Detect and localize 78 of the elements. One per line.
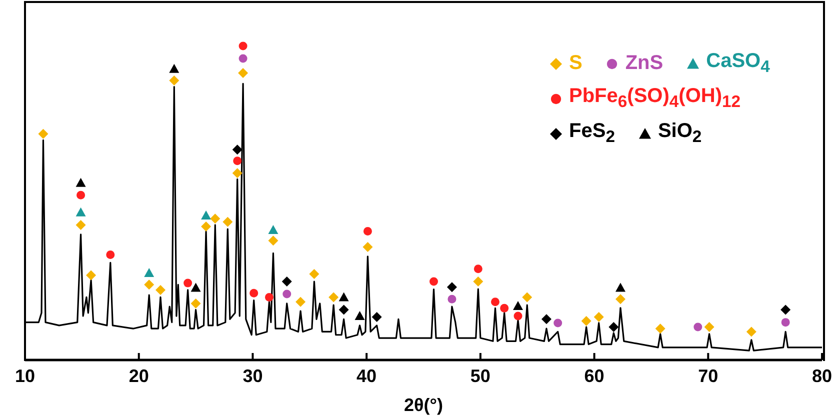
point [76,220,86,230]
legend-label: ZnS [625,52,664,75]
point [473,276,484,286]
x-tick-label: 80 [812,366,832,386]
point [155,284,166,295]
point [282,276,292,286]
point [201,210,212,220]
x-tick-label: 60 [584,366,604,386]
point [222,216,233,227]
point [615,294,626,304]
point [655,324,666,334]
point [594,312,604,322]
point [522,292,532,302]
point [372,312,382,322]
point [86,270,96,280]
point [268,236,278,246]
point [581,316,592,326]
point [184,278,192,288]
point [233,156,242,166]
point [746,326,756,337]
point [490,298,500,306]
x-tick-label: 70 [698,366,718,386]
point [190,282,201,292]
point [201,222,212,232]
point [210,214,220,224]
point [338,292,349,302]
point [76,207,86,216]
point [448,294,456,304]
point [514,312,522,320]
point [446,282,457,292]
point [190,298,201,308]
point [309,268,320,279]
point [282,290,292,298]
point [363,226,372,236]
point [268,224,278,234]
point [615,282,626,292]
point [608,322,619,332]
legend-label: FeS$_{2}$ [569,120,615,147]
point [238,42,248,50]
point [474,264,482,274]
x-tick-label: 30 [242,366,263,386]
point [500,304,509,312]
point [106,250,115,260]
point [144,280,154,290]
point [169,76,180,86]
x-tick-label: 20 [128,366,149,386]
point [232,144,242,155]
point [781,318,790,327]
point [76,178,86,187]
legend-label: SiO$_{2}$ [658,120,702,147]
point [429,277,438,286]
point [704,322,714,332]
legend-label: PbFe$_{6}$(SO)$_{4}$(OH)$_{12}$ [569,85,741,112]
point [541,314,552,324]
point [250,288,258,298]
point [328,292,339,302]
point [338,304,349,315]
legend-label: S [569,52,582,75]
x-tick-label: 40 [356,366,377,386]
point [362,242,373,252]
point [38,128,48,139]
legend-label: CaSO$_{4}$ [706,50,770,77]
x-tick-label: 10 [14,366,36,386]
point [513,300,523,310]
point [554,318,562,328]
x-tick-label: 50 [470,366,490,386]
point [76,190,86,200]
point [169,64,180,73]
point [264,292,274,302]
point [232,168,242,178]
point [238,54,248,63]
point [694,322,702,332]
point [238,68,248,78]
point [354,311,365,320]
x-axis-title: 2θ(°) [404,395,443,415]
point [296,296,306,307]
point [144,268,154,278]
point [780,304,791,315]
